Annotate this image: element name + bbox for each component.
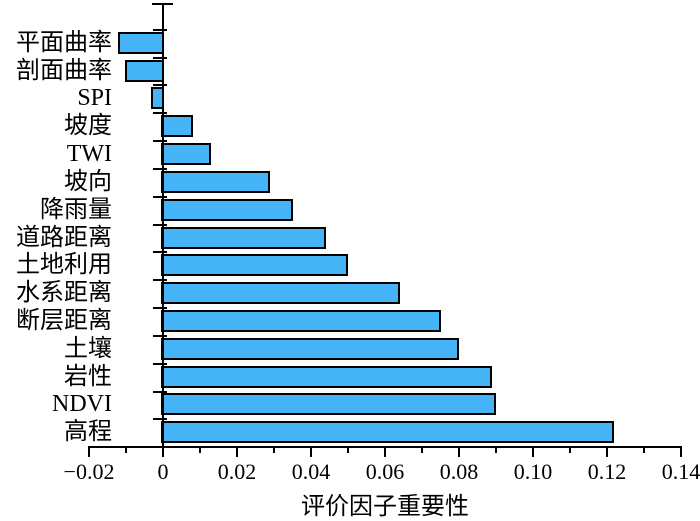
x-minor-tick-6 [569,448,571,453]
x-minor-tick-3 [347,448,349,453]
y-tick-label-9: 水系距离 [16,280,112,306]
y-axis-tick-6 [153,196,167,198]
bar-4 [161,143,211,165]
x-axis-line [88,446,682,448]
x-axis-title: 评价因子重要性 [301,494,469,520]
y-tick-label-7: 道路距离 [16,225,112,251]
x-tick-label-6: 0.10 [513,459,553,484]
bar-1 [125,60,164,82]
y-axis-tick-10 [153,307,167,309]
x-minor-tick-0 [125,448,127,453]
y-tick-label-1: 剖面曲率 [16,58,112,84]
x-minor-tick-4 [421,448,423,453]
x-tick-label-2: 0.02 [217,459,257,484]
y-tick-label-4: TWI [66,141,112,167]
x-major-tick-8 [680,448,682,457]
x-major-tick-7 [606,448,608,457]
x-major-tick-0 [88,448,90,457]
y-axis-tick-9 [153,279,167,281]
bar-7 [161,227,326,249]
y-axis-tick-12 [153,363,167,365]
x-minor-tick-1 [199,448,201,453]
x-major-tick-4 [384,448,386,457]
bar-6 [161,199,293,221]
x-tick-label-8: 0.14 [661,459,700,484]
x-minor-tick-7 [643,448,645,453]
x-tick-label-1: 0 [157,459,169,484]
y-axis-tick-7 [153,224,167,226]
bar-3 [161,115,193,137]
bar-11 [161,338,459,360]
bar-10 [161,310,441,332]
y-axis-tick-13 [153,391,167,393]
bar-14 [161,421,614,443]
y-axis-tick-0 [153,29,167,31]
x-tick-label-3: 0.04 [291,459,331,484]
y-tick-label-12: 岩性 [64,364,112,390]
y-tick-label-5: 坡向 [64,169,112,195]
y-tick-label-0: 平面曲率 [16,30,112,56]
y-tick-label-13: NDVI [52,391,112,417]
x-minor-tick-2 [273,448,275,453]
bar-9 [161,282,400,304]
x-major-tick-6 [532,448,534,457]
y-axis-tick-1 [153,57,167,59]
y-tick-label-14: 高程 [64,419,112,445]
y-tick-label-8: 土地利用 [16,252,112,278]
y-axis-tick-3 [153,112,167,114]
x-major-tick-5 [458,448,460,457]
bar-0 [118,32,164,54]
y-axis-tick-4 [153,140,167,142]
x-major-tick-3 [310,448,312,457]
x-tick-label-4: 0.06 [365,459,405,484]
y-axis-line [162,3,164,448]
y-axis-tick-11 [153,335,167,337]
y-axis-tick-14 [153,418,167,420]
y-tick-label-3: 坡度 [64,113,112,139]
y-tick-label-2: SPI [77,85,112,111]
y-axis-tick-5 [153,168,167,170]
x-minor-tick-5 [495,448,497,453]
x-tick-label-7: 0.12 [587,459,627,484]
y-axis-tick-2 [153,84,167,86]
bar-5 [161,171,270,193]
x-tick-label-0: −0.02 [63,459,115,484]
bar-8 [161,254,348,276]
y-tick-label-6: 降雨量 [40,197,112,223]
bar-13 [161,393,496,415]
y-tick-label-10: 断层距离 [16,308,112,334]
x-tick-label-5: 0.08 [439,459,479,484]
bar-12 [161,366,492,388]
x-major-tick-1 [162,448,164,457]
x-major-tick-2 [236,448,238,457]
y-axis-tick-8 [153,251,167,253]
y-tick-label-11: 土壤 [64,336,112,362]
